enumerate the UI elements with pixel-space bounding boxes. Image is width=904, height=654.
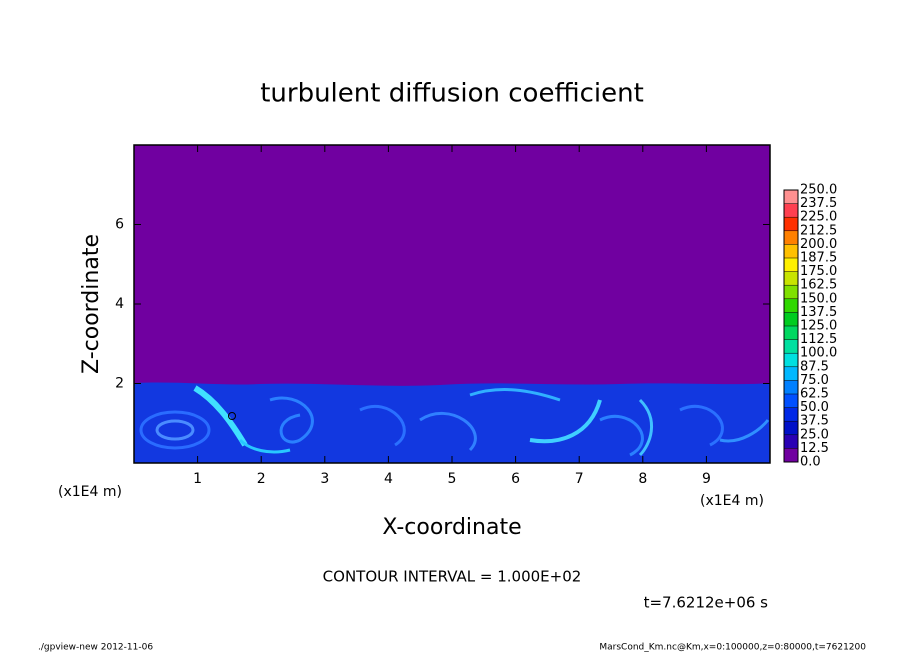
colorbar-label: 187.5 xyxy=(800,251,837,266)
colorbar-label: 0.0 xyxy=(800,455,821,470)
colorbar-band xyxy=(784,217,798,231)
colorbar-label: 162.5 xyxy=(800,278,837,293)
colorbar-label: 137.5 xyxy=(800,305,837,320)
colorbar-label: 87.5 xyxy=(800,359,829,374)
x-tick-label: 5 xyxy=(448,471,457,487)
colorbar-band xyxy=(784,407,798,422)
colorbar-band xyxy=(784,434,798,449)
footer-left: ./gpview-new 2012-11-06 xyxy=(38,643,153,653)
colorbar-band xyxy=(784,230,798,245)
colorbar-band xyxy=(784,190,798,204)
x-tick-label: 9 xyxy=(702,471,711,487)
y-tick-label: 6 xyxy=(115,217,124,233)
colorbar-label: 75.0 xyxy=(800,373,829,388)
colorbar-band xyxy=(784,394,798,408)
x-unit: (x1E4 m) xyxy=(700,493,764,509)
colorbar-band xyxy=(784,312,798,326)
colorbar-label: 225.0 xyxy=(800,210,837,225)
colorbar-band xyxy=(784,298,798,313)
colorbar-band xyxy=(784,353,798,367)
colorbar-label: 250.0 xyxy=(800,183,837,198)
colorbar-band xyxy=(784,366,798,381)
colorbar-label: 237.5 xyxy=(800,196,837,211)
colorbar-label: 100.0 xyxy=(800,346,837,361)
colorbar-label: 50.0 xyxy=(800,400,829,415)
field xyxy=(134,382,770,463)
colorbar-label: 37.5 xyxy=(800,414,829,429)
colorbar-band xyxy=(784,244,798,258)
colorbar-label: 25.0 xyxy=(800,427,829,442)
colorbar-band xyxy=(784,203,798,218)
colorbar-label: 62.5 xyxy=(800,387,829,402)
colorbar-label: 200.0 xyxy=(800,237,837,252)
x-tick-label: 7 xyxy=(575,471,584,487)
colorbar-label: 112.5 xyxy=(800,332,837,347)
y-tick-label: 4 xyxy=(115,296,124,312)
colorbar-band xyxy=(784,448,798,462)
contour-line xyxy=(228,412,236,420)
colorbar-band xyxy=(784,271,798,286)
y-tick-label: 2 xyxy=(115,376,124,392)
footer-right: MarsCond_Km.nc@Km,x=0:100000,z=0:80000,t… xyxy=(599,643,866,653)
x-axis-title: X-coordinate xyxy=(382,515,521,540)
x-tick-label: 1 xyxy=(193,471,202,487)
x-tick-label: 4 xyxy=(384,471,393,487)
colorbar-label: 150.0 xyxy=(800,291,837,306)
time-label: t=7.6212e+06 s xyxy=(644,594,769,612)
plot-frame xyxy=(133,144,771,464)
y-unit: (x1E4 m) xyxy=(58,484,122,500)
x-tick-label: 3 xyxy=(320,471,329,487)
colorbar-band xyxy=(784,421,798,435)
x-tick-label: 6 xyxy=(511,471,520,487)
y-axis-title: Z-coordinate xyxy=(79,234,104,374)
colorbar-band xyxy=(784,380,798,394)
colorbar-band xyxy=(784,326,798,340)
x-tick-label: 8 xyxy=(638,471,647,487)
colorbar-label: 125.0 xyxy=(800,319,837,334)
contour-interval: CONTOUR INTERVAL = 1.000E+02 xyxy=(323,568,582,586)
chart-title: turbulent diffusion coefficient xyxy=(260,79,644,109)
colorbar-label: 175.0 xyxy=(800,264,837,279)
colorbar-band xyxy=(784,258,798,272)
colorbar-label: 212.5 xyxy=(800,223,837,238)
colorbar-band xyxy=(784,285,798,299)
swirls xyxy=(139,385,770,457)
colorbar-label: 12.5 xyxy=(800,441,829,456)
x-tick-label: 2 xyxy=(257,471,266,487)
colorbar-band xyxy=(784,339,798,354)
